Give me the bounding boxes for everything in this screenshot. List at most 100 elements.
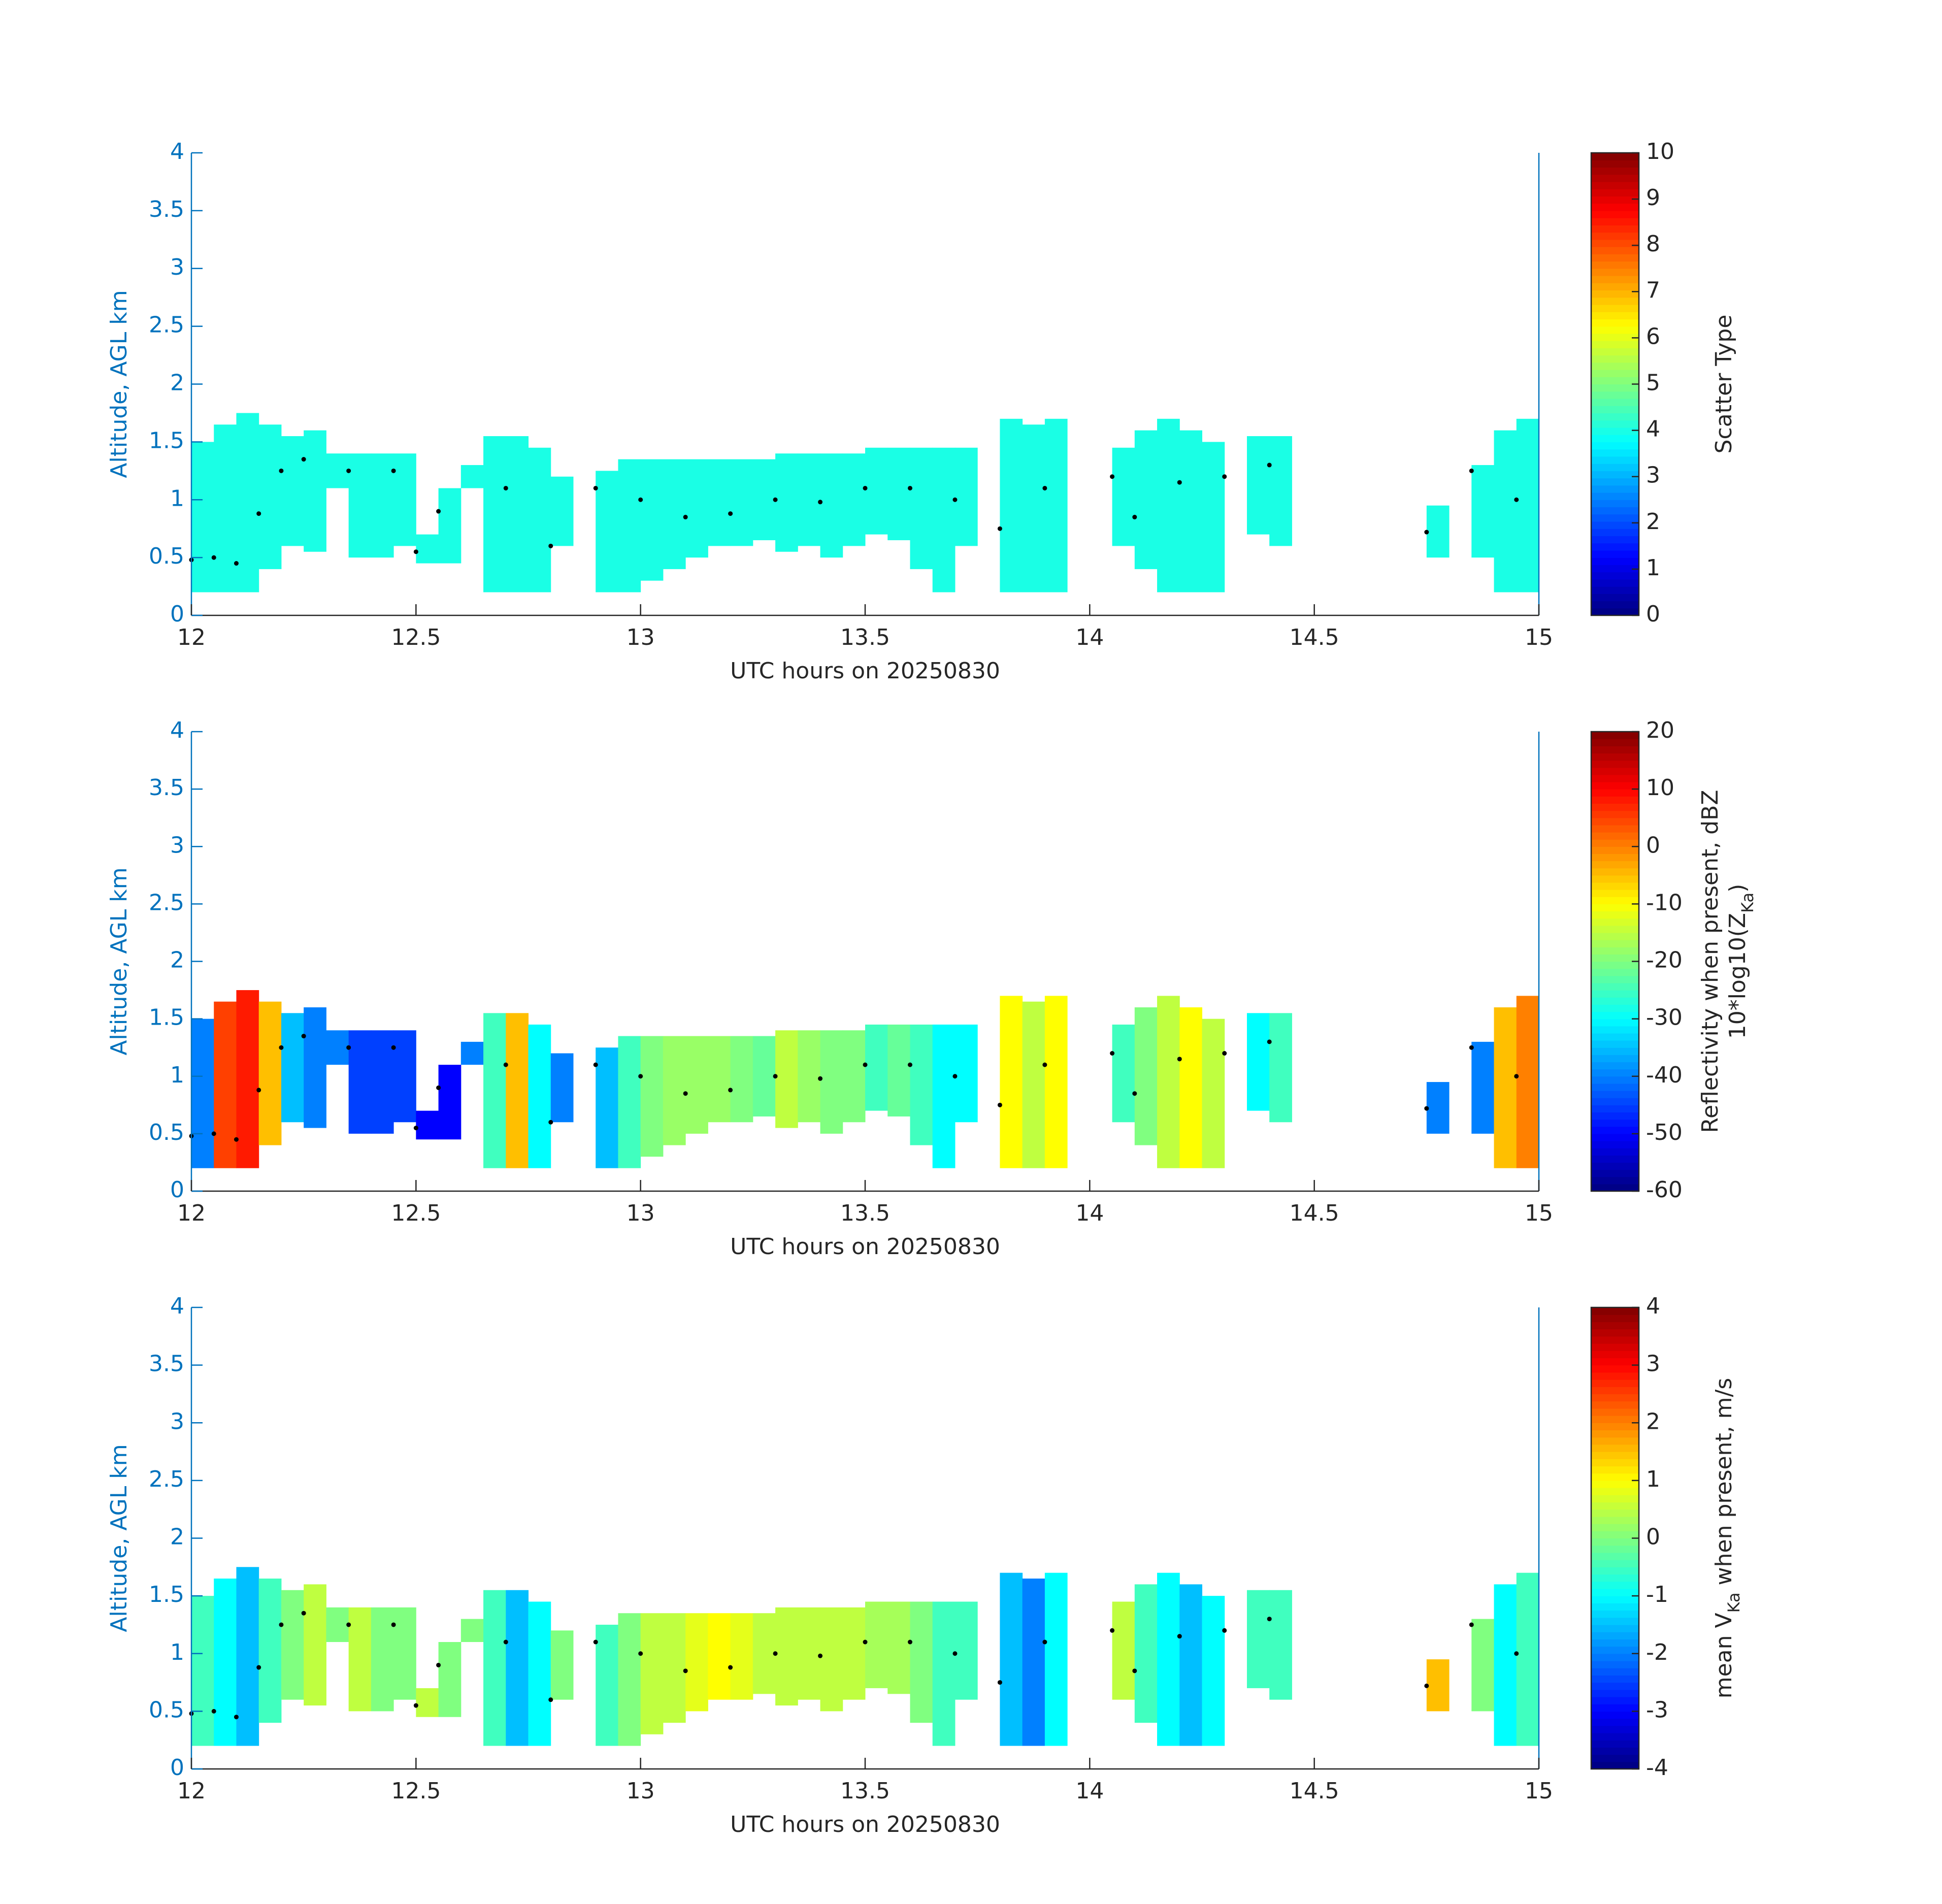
cloud-base-point	[952, 1651, 958, 1656]
cloud-base-point	[279, 1045, 284, 1050]
y-axis-label: Altitude, AGL km	[106, 867, 132, 1055]
colorbar-swatch	[1591, 1336, 1639, 1344]
x-tick-label: 15	[1525, 625, 1553, 650]
colorbar-swatch	[1591, 1394, 1639, 1402]
y-tick-label: 4	[170, 1293, 184, 1319]
heatmap-cell	[1134, 1007, 1158, 1145]
cloud-base-point	[1042, 1062, 1047, 1067]
cloud-base-point	[234, 561, 239, 566]
cloud-base-point	[1222, 1628, 1227, 1633]
y-tick-label: 3	[170, 254, 184, 280]
cloud-base-point	[728, 511, 733, 516]
colorbar-tick-label: 7	[1646, 277, 1660, 303]
colorbar-swatch	[1591, 904, 1639, 912]
cloud-base-point	[952, 1074, 958, 1079]
colorbar-swatch	[1591, 355, 1639, 363]
colorbar-swatch	[1591, 897, 1639, 904]
heatmap-cell	[1179, 1007, 1202, 1168]
x-tick-label: 12.5	[391, 625, 441, 650]
colorbar-tick-label: 10	[1646, 139, 1674, 165]
heatmap-cell	[954, 1601, 978, 1700]
colorbar-swatch	[1591, 1119, 1639, 1127]
y-tick-label: 2	[170, 1524, 184, 1550]
x-tick-label: 15	[1525, 1200, 1553, 1226]
heatmap-cell	[1246, 1013, 1270, 1111]
heatmap-cell	[596, 471, 618, 593]
colorbar-swatch	[1591, 1155, 1639, 1163]
x-tick-label: 15	[1525, 1778, 1553, 1804]
colorbar-swatch	[1591, 247, 1639, 254]
colorbar-swatch	[1591, 1603, 1639, 1611]
cloud-base-point	[952, 497, 958, 502]
colorbar-swatch	[1591, 1358, 1639, 1366]
colorbar-swatch	[1591, 304, 1639, 312]
cloud-base-point	[548, 1120, 553, 1125]
heatmap-cell	[1426, 505, 1450, 558]
colorbar-swatch	[1591, 1466, 1639, 1474]
heatmap-cell	[1000, 418, 1023, 593]
heatmap-cell	[775, 453, 798, 552]
colorbar-swatch	[1591, 268, 1639, 276]
colorbar-swatch	[1591, 1516, 1639, 1524]
cloud-base-point	[1132, 514, 1137, 519]
heatmap-cell	[1022, 424, 1045, 593]
x-tick-label: 13.5	[840, 625, 890, 650]
heatmap-cell	[1494, 1584, 1517, 1746]
heatmap-cell	[932, 1601, 956, 1746]
colorbar-swatch	[1591, 283, 1639, 291]
x-tick-label: 13.5	[840, 1200, 890, 1226]
heatmap-cell	[371, 1030, 394, 1134]
colorbar-swatch	[1591, 1711, 1639, 1719]
colorbar-swatch	[1591, 1076, 1639, 1084]
heatmap-cell	[326, 453, 349, 488]
colorbar-label-part: Reflectivity when present, dBZ	[1697, 790, 1723, 1133]
colorbar-swatch	[1591, 420, 1639, 428]
colorbar-swatch	[1591, 550, 1639, 558]
colorbar-tick-label: -10	[1646, 890, 1683, 915]
heatmap-cell	[775, 1607, 798, 1706]
heatmap-cell	[438, 1065, 462, 1140]
x-tick-label: 13.5	[840, 1778, 890, 1804]
cloud-base-point	[301, 1611, 306, 1616]
colorbar-swatch	[1591, 1019, 1639, 1027]
colorbar-swatch	[1591, 594, 1639, 602]
colorbar-swatch	[1591, 940, 1639, 947]
colorbar-swatch	[1591, 536, 1639, 544]
colorbar-swatch	[1591, 529, 1639, 537]
colorbar-swatch	[1591, 435, 1639, 442]
colorbar-label: mean VKa when present, m/s	[1711, 1378, 1743, 1699]
colorbar-swatch	[1591, 608, 1639, 616]
heatmap-cell	[842, 1607, 866, 1700]
heatmap-cell	[1157, 1572, 1180, 1746]
cloud-base-point	[436, 1662, 441, 1667]
cloud-base-point	[391, 468, 396, 473]
colorbar-swatch	[1591, 384, 1639, 392]
heatmap-cell	[393, 453, 416, 546]
colorbar-swatch	[1591, 932, 1639, 940]
cloud-base-point	[436, 509, 441, 514]
colorbar-swatch	[1591, 1624, 1639, 1632]
heatmap-cell	[191, 442, 214, 593]
cloud-base-point	[301, 1034, 306, 1039]
colorbar-swatch	[1591, 1747, 1639, 1755]
cloud-base-point	[683, 1668, 688, 1673]
colorbar-swatch	[1591, 1509, 1639, 1517]
cloud-base-point	[391, 1622, 396, 1627]
cloud-base-point	[997, 1680, 1002, 1685]
cloud-base-point	[1267, 1617, 1272, 1622]
colorbar-swatch	[1591, 810, 1639, 818]
heatmap-cell	[214, 424, 237, 593]
heatmap-cell	[708, 1036, 731, 1123]
cloud-base-point	[256, 511, 261, 516]
heatmap-cell	[1516, 418, 1539, 593]
cloud-base-point	[638, 1074, 643, 1079]
heatmap-cell	[596, 1624, 618, 1746]
heatmap-cell	[236, 1567, 259, 1746]
heatmap-cell	[1202, 1596, 1225, 1746]
colorbar-swatch	[1591, 861, 1639, 869]
colorbar-swatch	[1591, 1696, 1639, 1704]
colorbar-swatch	[1591, 333, 1639, 341]
heatmap-cell	[775, 1030, 798, 1128]
cloud-base-point	[638, 497, 643, 502]
heatmap-cell	[326, 1607, 349, 1643]
